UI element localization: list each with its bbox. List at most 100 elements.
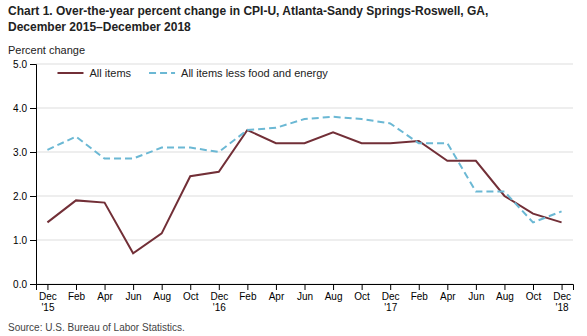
x-tick: Jun: [297, 284, 313, 302]
x-tick-mark: [447, 284, 448, 290]
x-tick-label: Oct: [526, 291, 542, 302]
x-tick: Aug: [153, 284, 171, 302]
x-tick-mark: [162, 284, 163, 290]
x-tick-label-line: '17: [384, 302, 397, 313]
x-tick: Feb: [68, 284, 86, 302]
x-axis-line: [37, 285, 574, 291]
y-tick-label: 2.0: [13, 191, 27, 202]
x-tick-label-line: Aug: [153, 291, 171, 302]
x-tick-mark: [504, 284, 505, 290]
y-tick: 4.0: [13, 103, 36, 114]
x-tick-label: Dec'17: [382, 291, 400, 313]
x-tick-mark: [47, 284, 48, 290]
x-tick-label: Jun: [468, 291, 484, 302]
x-tick: Apr: [440, 284, 456, 302]
x-tick: Oct: [526, 284, 542, 302]
y-tick-label: 3.0: [13, 147, 27, 158]
y-tick-mark: [30, 64, 36, 65]
x-tick-label-line: Oct: [354, 291, 370, 302]
chart-container: Chart 1. Over-the-year percent change in…: [0, 0, 587, 336]
legend-item: All items: [57, 67, 131, 79]
title-group: Chart 1. Over-the-year percent change in…: [8, 4, 488, 34]
grid-line: [36, 152, 573, 153]
x-tick-label-line: Apr: [440, 291, 456, 302]
x-tick-label-line: Dec: [210, 291, 228, 302]
x-tick: Aug: [325, 284, 343, 302]
grid: [36, 64, 573, 284]
x-tick: Dec'16: [210, 284, 228, 313]
x-tick-label-line: '16: [213, 302, 226, 313]
series-line: [47, 130, 561, 253]
x-tick: Oct: [354, 284, 370, 302]
x-tick: Dec'18: [553, 284, 571, 313]
x-tick-label: Dec'16: [210, 291, 228, 313]
x-tick: Dec'15: [39, 284, 57, 313]
x-tick-mark: [305, 284, 306, 290]
x-tick-label-line: Apr: [269, 291, 285, 302]
x-tick-mark: [562, 284, 563, 290]
y-tick: 3.0: [13, 147, 36, 158]
y-tick-label: 1.0: [13, 235, 27, 246]
x-tick-label-line: Jun: [468, 291, 484, 302]
legend-label: All items: [89, 67, 131, 79]
grid-line: [36, 108, 573, 109]
grid-line: [36, 240, 573, 241]
x-tick-label: Feb: [239, 291, 257, 302]
x-tick-label-line: Dec: [39, 291, 57, 302]
x-tick-label-line: Aug: [496, 291, 514, 302]
grid-line: [36, 64, 573, 65]
legend-label: All items less food and energy: [181, 67, 328, 79]
x-tick-label: Aug: [325, 291, 343, 302]
x-tick-mark: [190, 284, 191, 290]
y-tick-label: 5.0: [13, 59, 27, 70]
x-tick-label-line: '15: [41, 302, 54, 313]
x-tick: Oct: [183, 284, 199, 302]
x-tick: Feb: [239, 284, 257, 302]
y-tick: 2.0: [13, 191, 36, 202]
y-tick: 5.0: [13, 59, 36, 70]
x-tick: Aug: [496, 284, 514, 302]
x-tick-mark: [105, 284, 106, 290]
chart-svg: Chart 1. Over-the-year percent change in…: [0, 0, 587, 336]
x-tick-label: Jun: [126, 291, 142, 302]
y-tick-label: 4.0: [13, 103, 27, 114]
x-tick-label: Apr: [440, 291, 456, 302]
x-tick: Jun: [468, 284, 484, 302]
x-tick-label: Feb: [68, 291, 86, 302]
x-tick-label-line: Jun: [126, 291, 142, 302]
legend-swatch: [149, 72, 175, 74]
y-tick-mark: [30, 240, 36, 241]
x-tick-label-line: Oct: [183, 291, 199, 302]
plot-area: 0.01.02.03.04.05.0Dec'15FebAprJunAugOctD…: [13, 59, 573, 313]
y-tick: 1.0: [13, 235, 36, 246]
x-tick-mark: [276, 284, 277, 290]
y-tick-mark: [30, 284, 36, 285]
x-tick: Dec'17: [382, 284, 400, 313]
x-tick-label: Dec'18: [553, 291, 571, 313]
x-tick-mark: [390, 284, 391, 290]
x-tick-mark: [333, 284, 334, 290]
x-tick-label: Apr: [97, 291, 113, 302]
source-note: Source: U.S. Bureau of Labor Statistics.: [8, 322, 185, 333]
y-axis-title: Percent change: [8, 44, 85, 56]
x-tick-label-line: Apr: [97, 291, 113, 302]
title: December 2015–December 2018: [8, 20, 191, 34]
series-line: [47, 117, 561, 223]
x-axis: Dec'15FebAprJunAugOctDec'16FebAprJunAugO…: [37, 284, 574, 313]
y-tick-mark: [30, 196, 36, 197]
x-tick-mark: [247, 284, 248, 290]
y-tick-mark: [30, 152, 36, 153]
x-tick-label: Aug: [153, 291, 171, 302]
x-tick-mark: [419, 284, 420, 290]
legend-item: All items less food and energy: [149, 67, 328, 79]
legend-swatch: [57, 72, 83, 74]
lines: [47, 117, 561, 253]
x-tick-label: Oct: [354, 291, 370, 302]
x-tick-label: Feb: [411, 291, 429, 302]
x-tick: Jun: [126, 284, 142, 302]
x-tick-label: Dec'15: [39, 291, 57, 313]
x-tick-label-line: Dec: [553, 291, 571, 302]
y-axis-line: [30, 65, 37, 285]
x-tick-mark: [219, 284, 220, 290]
x-tick-label: Oct: [183, 291, 199, 302]
